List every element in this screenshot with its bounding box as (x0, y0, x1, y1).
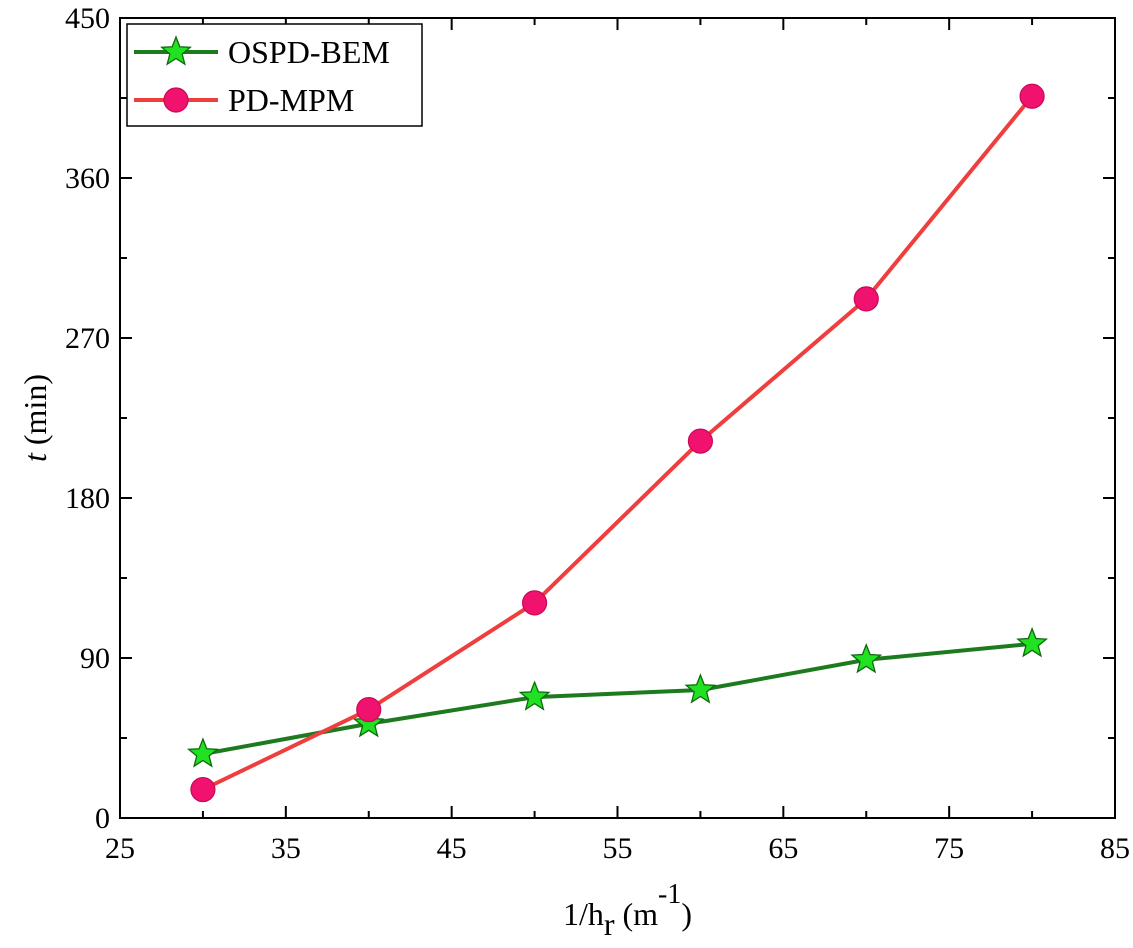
data-point (186, 737, 219, 768)
legend-marker (163, 87, 189, 113)
series-ospd-bem (186, 626, 1049, 768)
legend: OSPD-BEM PD-MPM (126, 23, 423, 127)
data-point (684, 673, 717, 704)
x-axis-label-subscript: r (604, 906, 615, 942)
x-axis-label-superscript: -1 (658, 879, 681, 910)
y-axis-label-variable: t (17, 452, 53, 462)
data-point (352, 706, 385, 738)
y-tick-label: 270 (65, 322, 110, 355)
x-tick-label: 25 (105, 832, 135, 865)
data-point (518, 680, 551, 711)
data-point (521, 590, 548, 616)
y-tick-label: 450 (65, 2, 110, 35)
legend-entry: PD-MPM (134, 82, 354, 118)
legend-entry: OSPD-BEM (134, 34, 390, 70)
y-tick-label: 180 (65, 482, 110, 515)
data-point (190, 776, 216, 803)
axis-ticks (119, 17, 1116, 819)
series-line (202, 94, 1034, 792)
x-tick-label: 75 (934, 832, 964, 865)
data-point (1019, 83, 1045, 109)
x-axis-label-close: ) (681, 896, 692, 932)
series-layer (186, 83, 1049, 803)
x-tick-label: 65 (768, 832, 798, 865)
y-axis-label-units: (min) (17, 374, 53, 453)
x-axis-label-units: (m (615, 896, 659, 932)
data-point (687, 428, 714, 454)
x-axis-label: 1/hr (m-1) (563, 879, 692, 942)
y-tick-label: 90 (80, 642, 110, 675)
y-axis-label: t (min) (17, 374, 53, 462)
tick-labels: 25 35 45 55 65 75 85 0 90 180 270 360 450 (65, 2, 1130, 865)
x-tick-label: 35 (271, 832, 301, 865)
legend-label: PD-MPM (228, 82, 354, 118)
x-tick-label: 45 (437, 832, 467, 865)
y-tick-label: 360 (65, 162, 110, 195)
y-tick-label: 0 (95, 802, 110, 835)
data-point (850, 642, 883, 674)
legend-label: OSPD-BEM (228, 34, 390, 70)
data-point (853, 286, 879, 312)
plot-frame (119, 17, 1116, 819)
series-line (202, 641, 1033, 756)
x-tick-label: 85 (1100, 832, 1130, 865)
series-pd-mpm (190, 83, 1045, 803)
data-point (356, 696, 382, 723)
data-point (1016, 626, 1049, 658)
legend-marker (160, 35, 192, 66)
x-tick-label: 55 (603, 832, 633, 865)
